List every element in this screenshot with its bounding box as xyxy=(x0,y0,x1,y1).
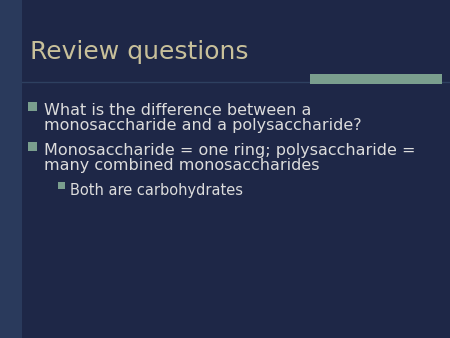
Text: Both are carbohydrates: Both are carbohydrates xyxy=(70,183,243,198)
Text: monosaccharide and a polysaccharide?: monosaccharide and a polysaccharide? xyxy=(44,118,362,133)
FancyBboxPatch shape xyxy=(28,102,37,111)
Text: Monosaccharide = one ring; polysaccharide =: Monosaccharide = one ring; polysaccharid… xyxy=(44,143,415,158)
Text: many combined monosaccharides: many combined monosaccharides xyxy=(44,158,320,173)
FancyBboxPatch shape xyxy=(58,182,65,189)
FancyBboxPatch shape xyxy=(0,0,22,338)
FancyBboxPatch shape xyxy=(310,74,442,84)
Text: Review questions: Review questions xyxy=(30,40,248,64)
FancyBboxPatch shape xyxy=(28,142,37,151)
Text: What is the difference between a: What is the difference between a xyxy=(44,103,311,118)
